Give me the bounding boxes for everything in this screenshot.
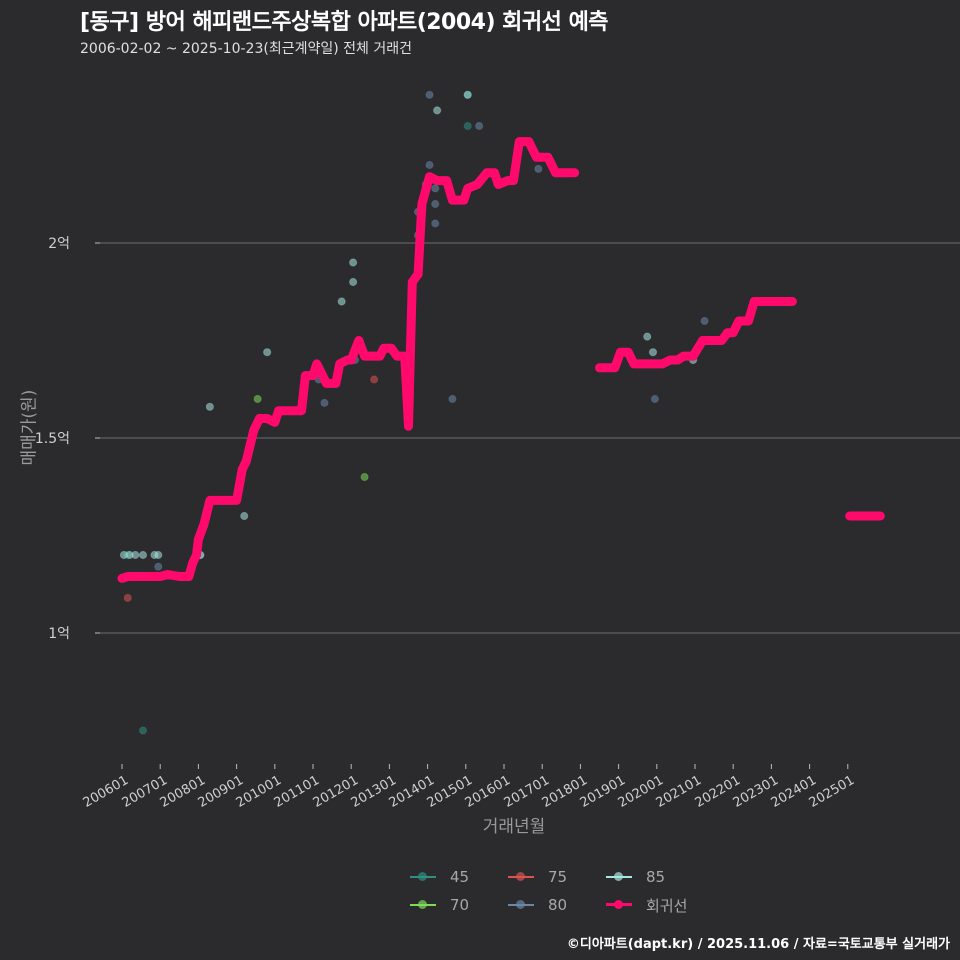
data-point-80 [534, 164, 543, 173]
data-point-80 [475, 121, 484, 131]
data-point-80 [425, 160, 434, 170]
gridlines [95, 242, 960, 634]
legend-item-45: 45 [410, 866, 508, 888]
chart-title: [동구] 방어 해피랜드주상복합 아파트(2004) 회귀선 예측 [80, 10, 609, 35]
data-point-85 [463, 90, 472, 99]
legend-item-70: 70 [410, 894, 508, 916]
legend-label: 70 [450, 896, 470, 914]
data-point-85 [433, 106, 442, 115]
regression-line [117, 137, 885, 583]
legend-label: 45 [450, 868, 470, 886]
legend-swatch-icon [606, 899, 632, 911]
data-point-80 [448, 394, 457, 404]
data-point-85 [648, 348, 658, 357]
legend-swatch-icon [410, 899, 436, 911]
data-point-75 [370, 375, 379, 384]
legend-item-reg: 회귀선 [606, 894, 704, 916]
data-point-80 [425, 90, 434, 99]
regression-segment [117, 137, 580, 583]
legend-swatch-icon [508, 899, 534, 911]
legend-swatch-icon [606, 871, 632, 883]
legend: 45 75 85 70 80 회귀선 [410, 866, 704, 916]
y-tick-label: 1.5억 [34, 431, 70, 447]
data-point-80 [154, 562, 163, 571]
data-point-80 [700, 316, 709, 326]
data-point-80 [320, 398, 329, 407]
data-point-80 [650, 394, 659, 404]
legend-swatch-icon [508, 871, 534, 883]
legend-label: 80 [548, 896, 568, 914]
data-point-75 [123, 593, 132, 603]
x-axis-title: 거래년월 [482, 817, 546, 837]
data-point-85 [154, 550, 163, 560]
data-point-85 [349, 258, 358, 267]
data-point-85 [240, 511, 249, 521]
legend-item-80: 80 [508, 894, 606, 916]
legend-label: 75 [548, 868, 568, 886]
footer-credit: ©디아파트(dapt.kr) / 2025.11.06 / 자료=국토교통부 실… [566, 937, 950, 952]
data-point-45 [138, 726, 148, 735]
legend-item-75: 75 [508, 866, 606, 888]
data-point-70 [360, 472, 369, 482]
chart-subtitle: 2006-02-02 ~ 2025-10-23(최근계약일) 전체 거래건 [80, 41, 412, 57]
data-point-80 [431, 219, 440, 228]
x-axis-ticks [121, 764, 849, 769]
data-point-85 [205, 402, 214, 411]
regression-segment [595, 297, 797, 373]
data-point-85 [263, 348, 272, 357]
data-point-45 [463, 121, 472, 131]
y-tick-label: 2억 [48, 236, 70, 252]
legend-swatch-icon [410, 871, 436, 883]
data-point-80 [431, 199, 440, 209]
data-point-85 [643, 332, 652, 341]
data-point-85 [138, 550, 148, 560]
data-point-85 [131, 550, 140, 560]
legend-item-85: 85 [606, 866, 704, 888]
data-point-85 [349, 277, 358, 287]
legend-label: 85 [646, 868, 666, 886]
y-axis-title: 매매가(원) [19, 389, 40, 466]
data-point-85 [337, 297, 346, 306]
y-tick-label: 1억 [48, 626, 70, 642]
data-point-80 [431, 184, 440, 193]
scatter-points [119, 90, 709, 735]
data-point-70 [253, 394, 262, 404]
legend-label: 회귀선 [646, 896, 688, 915]
